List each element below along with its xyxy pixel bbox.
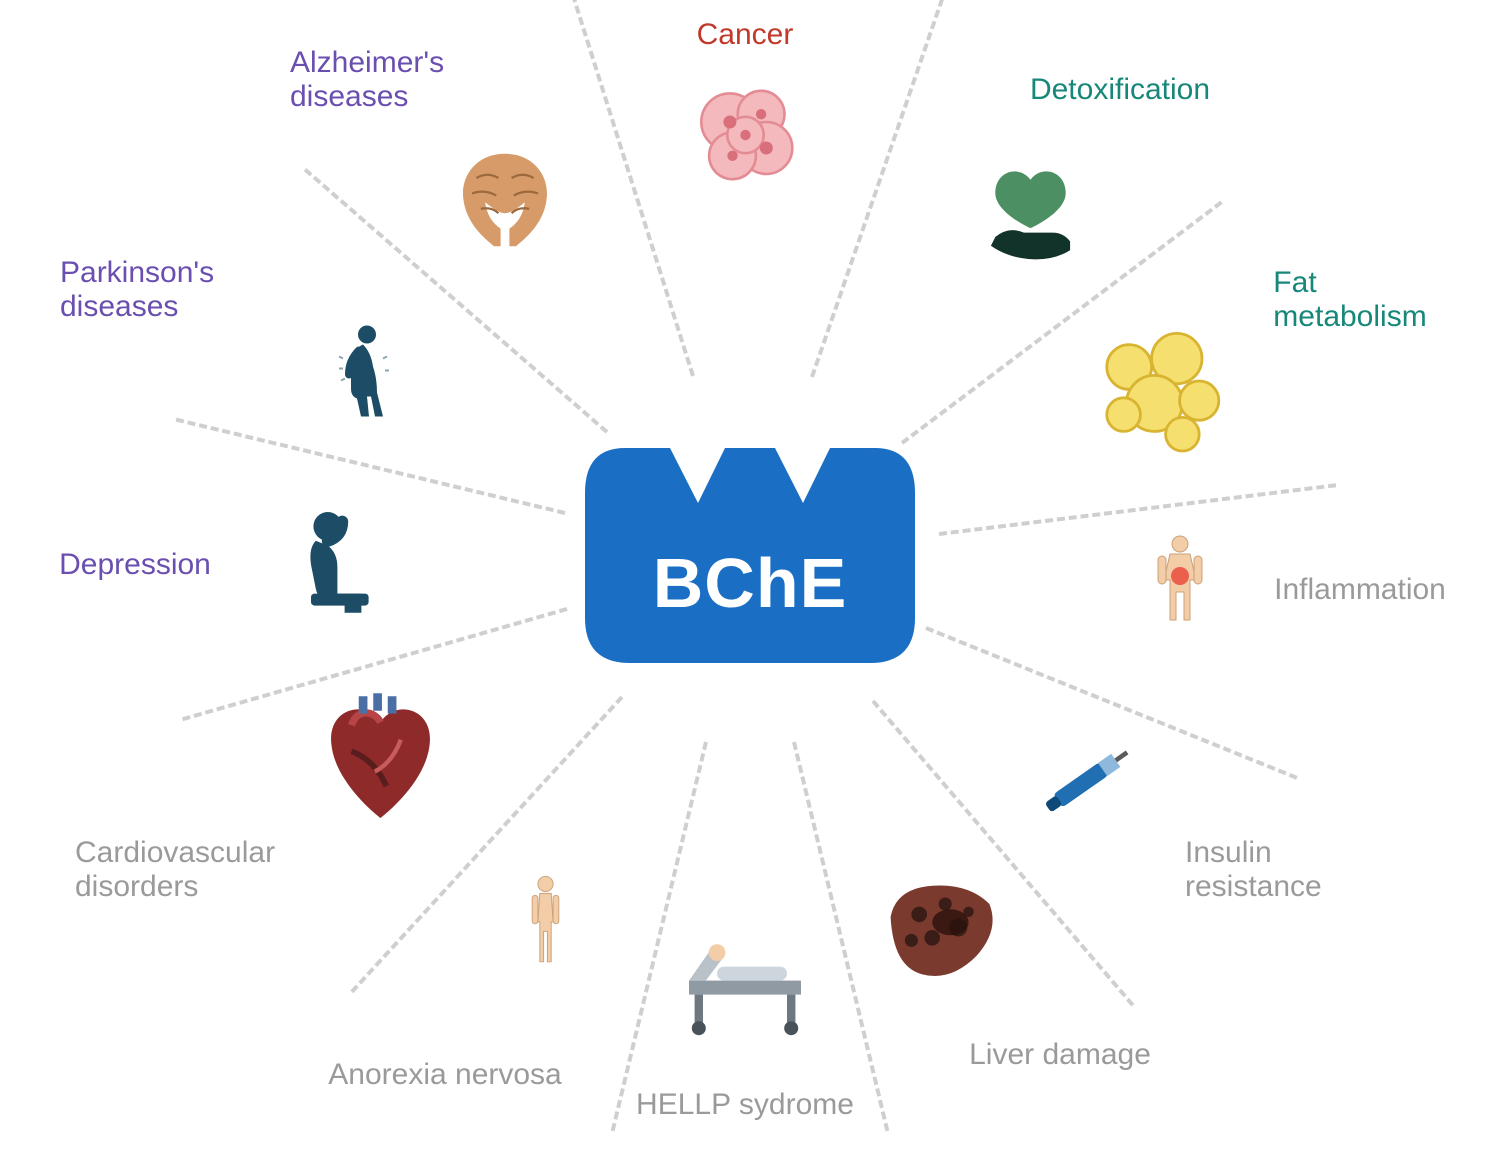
node-label-cancer: Cancer — [697, 18, 794, 52]
brain-section-icon — [440, 145, 570, 255]
node-label-anorexia: Anorexia nervosa — [328, 1058, 561, 1092]
node-label-insulin: Insulin resistance — [1185, 836, 1395, 904]
node-label-hellp: HELLP sydrome — [636, 1088, 854, 1122]
hunched-person-icon — [315, 283, 415, 458]
sad-person-icon — [275, 495, 395, 625]
center-label: BChE — [653, 543, 848, 623]
heart-hand-icon — [973, 160, 1088, 270]
insulin-pen-icon — [1025, 723, 1145, 838]
node-label-depression: Depression — [59, 548, 211, 582]
node-label-detox: Detoxification — [1030, 73, 1210, 107]
liver-damage-icon — [865, 865, 1015, 995]
diagram-stage: BChE Cancer Detoxification Fat metabolism I… — [0, 0, 1500, 1175]
node-label-alzheimers: Alzheimer's diseases — [290, 46, 550, 114]
center-badge: BChE — [585, 448, 915, 663]
thin-body-icon — [498, 810, 593, 1030]
fat-droplets-icon — [1075, 325, 1245, 465]
node-label-liver: Liver damage — [969, 1038, 1151, 1072]
node-label-cardio: Cardiovascular disorders — [75, 836, 335, 904]
hospital-bed-icon — [635, 905, 855, 1045]
node-label-parkinsons: Parkinson's diseases — [60, 256, 320, 324]
cancer-cells-icon — [668, 70, 823, 200]
heart-anatomy-icon — [308, 685, 453, 835]
node-label-fat: Fat metabolism — [1273, 266, 1426, 334]
divider-ray — [810, 0, 944, 378]
node-label-inflammation: Inflammation — [1274, 573, 1446, 607]
